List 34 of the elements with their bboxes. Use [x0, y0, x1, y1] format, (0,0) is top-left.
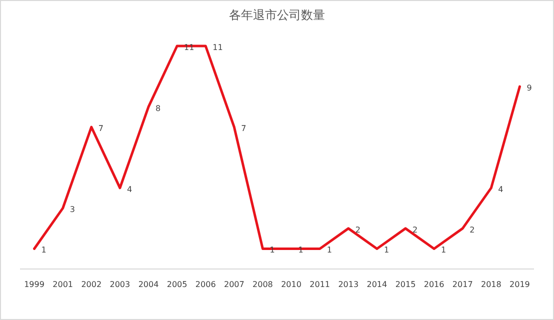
x-tick-label: 2013 — [338, 280, 359, 289]
data-label: 11 — [212, 43, 223, 52]
x-tick-label: 2010 — [281, 280, 302, 289]
data-label: 9 — [526, 84, 532, 93]
data-label: 2 — [412, 225, 418, 234]
data-label: 2 — [470, 225, 475, 234]
data-label: 1 — [384, 246, 390, 255]
x-tick-label: 2005 — [166, 280, 188, 289]
x-tick-label: 2017 — [452, 280, 473, 289]
data-label: 1 — [41, 246, 46, 255]
x-tick-label: 2002 — [81, 280, 102, 289]
data-label: 3 — [70, 205, 75, 214]
x-tick-label: 2011 — [310, 280, 330, 289]
x-tick-label: 2018 — [480, 280, 502, 289]
x-tick-label: 2004 — [138, 280, 159, 289]
x-tick-label: 2014 — [366, 280, 388, 289]
x-tick-label: 2001 — [52, 280, 74, 289]
x-tick-label: 2008 — [252, 280, 273, 289]
x-tick-label: 2007 — [224, 280, 244, 289]
data-label: 4 — [498, 184, 504, 194]
data-label: 1 — [441, 246, 446, 255]
data-label: 1 — [326, 246, 332, 255]
x-tick-label: 2003 — [110, 280, 130, 289]
chart-title: 各年退市公司数量 — [229, 8, 325, 22]
data-label: 2 — [355, 225, 360, 234]
data-label: 4 — [126, 184, 132, 194]
x-tick-label: 2016 — [424, 280, 444, 289]
data-label: 7 — [241, 124, 246, 134]
data-label: 8 — [156, 104, 161, 113]
x-tick-label: 2006 — [195, 280, 216, 289]
x-tick-label: 2015 — [395, 280, 416, 289]
data-label: 7 — [98, 124, 104, 134]
x-tick-label: 2019 — [510, 280, 530, 289]
x-tick-label: 1999 — [24, 280, 44, 289]
